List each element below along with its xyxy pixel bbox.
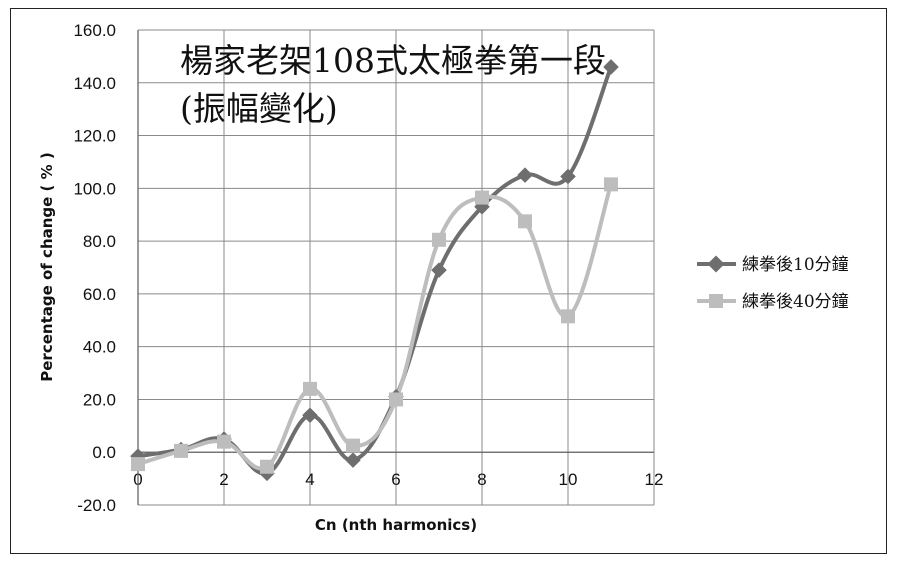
legend-marker-series-2 (709, 294, 723, 308)
x-tick-label: 12 (645, 470, 664, 489)
legend-item-series-2: 練拳後40分鐘 (697, 292, 849, 312)
data-point-series-1 (345, 452, 361, 468)
axes: 160.0 140.0 120.0 100.0 80.0 60.0 40.0 20.0 0.0 -… (73, 21, 663, 515)
chart-subtitle: (振幅變化) (180, 89, 338, 128)
data-point-series-2 (260, 459, 274, 474)
x-tick-label: 8 (477, 470, 486, 489)
y-tick-label: 140.0 (73, 74, 116, 93)
y-tick-label: 0.0 (92, 443, 116, 462)
y-axis-title: Percentage of change ( % ) (38, 152, 56, 381)
y-tick-label: 120.0 (73, 127, 116, 146)
x-tick-label: 2 (219, 470, 228, 489)
data-point-series-1 (431, 262, 447, 278)
data-point-series-2 (346, 438, 360, 453)
legend-item-series-1: 練拳後10分鐘 (697, 255, 849, 275)
x-tick-label: 4 (305, 470, 314, 489)
x-axis-title: Cn (nth harmonics) (315, 516, 477, 534)
data-point-series-2 (518, 214, 532, 229)
x-tick-label: 6 (391, 470, 400, 489)
y-tick-label: 20.0 (83, 390, 116, 409)
data-point-series-2 (561, 309, 575, 324)
legend: 練拳後10分鐘 練拳後40分鐘 (697, 255, 849, 312)
data-point-series-1 (560, 168, 576, 185)
chart-title: 楊家老架108式太極拳第一段 (180, 41, 606, 80)
legend-marker-series-1 (707, 255, 725, 273)
y-tick-label: -20.0 (77, 496, 116, 515)
y-tick-label: 80.0 (83, 232, 116, 251)
y-tick-label: 100.0 (73, 179, 116, 198)
series-line-2 (137, 183, 613, 471)
data-point-series-2 (432, 232, 446, 247)
data-point-series-2 (217, 434, 231, 449)
legend-label-series-1: 練拳後10分鐘 (742, 255, 849, 275)
y-tick-label: 160.0 (73, 21, 116, 40)
data-point-series-2 (174, 443, 188, 458)
x-tick-label: 10 (559, 470, 578, 489)
y-tick-label: 40.0 (83, 338, 116, 357)
data-point-series-2 (604, 177, 618, 192)
data-point-series-2 (475, 190, 489, 205)
legend-label-series-2: 練拳後40分鐘 (742, 292, 849, 312)
data-point-series-2 (389, 392, 403, 407)
y-tick-label: 60.0 (83, 285, 116, 304)
chart-frame (10, 8, 887, 554)
data-point-series-2 (303, 381, 317, 396)
data-point-series-2 (131, 457, 145, 472)
data-point-series-1 (517, 167, 533, 183)
